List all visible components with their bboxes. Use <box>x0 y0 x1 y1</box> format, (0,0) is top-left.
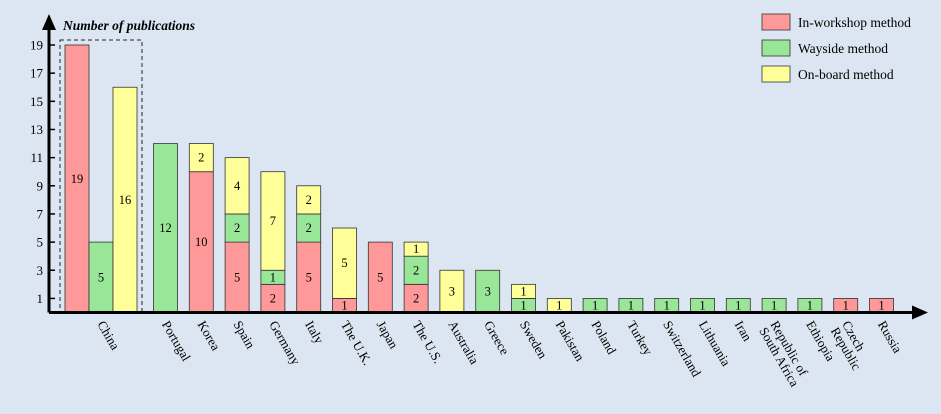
data-label-republic-of-south-africa-wayside-method: 1 <box>771 298 777 312</box>
data-label-spain-wayside-method: 2 <box>234 221 240 235</box>
bar-segment-the-u-s-wayside-method <box>403 255 429 285</box>
data-label-spain-in-workshop-method: 5 <box>234 270 240 284</box>
legend-swatch-wayside-method <box>761 39 791 57</box>
y-axis-arrow <box>42 14 56 30</box>
data-label-italy-wayside-method: 2 <box>306 221 312 235</box>
bar-segment-korea-on-board-method <box>188 143 214 173</box>
y-tick-label-1: 1 <box>37 291 44 306</box>
data-label-korea-on-board-method: 2 <box>198 151 204 165</box>
data-label-ethiopia-wayside-method: 1 <box>807 298 813 312</box>
bar-segment-the-u-s-in-workshop-method <box>403 283 429 313</box>
bar-segment-germany-on-board-method <box>260 171 286 271</box>
bar-segment-italy-wayside-method <box>296 213 322 243</box>
bar-china-in-workshop-method <box>64 44 90 313</box>
data-label-turkey-wayside-method: 1 <box>628 298 634 312</box>
bar-segment-korea-in-workshop-method <box>188 171 214 313</box>
data-label-germany-wayside-method: 1 <box>270 270 276 284</box>
data-label-iran-wayside-method: 1 <box>735 298 741 312</box>
data-label-the-u-s-on-board-method: 1 <box>413 242 419 256</box>
bar-segment-italy-on-board-method <box>296 185 322 215</box>
y-tick-label-7: 7 <box>37 206 44 221</box>
x-axis-arrow <box>912 305 928 320</box>
bar-segment-portugal-wayside-method <box>153 143 178 313</box>
data-label-poland-wayside-method: 1 <box>592 298 598 312</box>
data-label-australia-on-board-method: 3 <box>449 284 455 298</box>
data-label-russia-in-workshop-method: 1 <box>878 298 884 312</box>
y-tick-label-3: 3 <box>37 263 44 278</box>
bar-segment-the-u-k-on-board-method <box>332 227 357 299</box>
data-label-switzerland-wayside-method: 1 <box>664 298 670 312</box>
data-label-czech-republic-in-workshop-method: 1 <box>843 298 849 312</box>
data-label-lithuania-wayside-method: 1 <box>699 298 705 312</box>
legend-label-on-board-method: On-board method <box>798 67 894 82</box>
data-label-portugal-wayside-method: 12 <box>159 221 172 235</box>
data-label-germany-on-board-method: 7 <box>270 214 276 228</box>
bar-segment-spain-on-board-method <box>224 157 250 215</box>
bar-segment-japan-in-workshop-method <box>367 241 393 313</box>
legend-swatch-in-workshop-method <box>761 13 791 31</box>
data-label-korea-in-workshop-method: 10 <box>195 235 208 249</box>
bar-segment-greece-wayside-method <box>475 269 501 313</box>
y-tick-label-15: 15 <box>30 94 43 109</box>
y-tick-label-19: 19 <box>30 38 43 53</box>
data-label-pakistan-on-board-method: 1 <box>556 298 562 312</box>
data-label-the-u-k-in-workshop-method: 1 <box>341 298 347 312</box>
y-tick-label-9: 9 <box>37 178 44 193</box>
bar-china-wayside-method <box>88 241 114 313</box>
data-label-germany-in-workshop-method: 2 <box>270 291 276 305</box>
y-axis-label: Number of publications <box>62 18 195 33</box>
bar-segment-italy-in-workshop-method <box>296 241 322 313</box>
data-label-the-u-s-in-workshop-method: 2 <box>413 291 419 305</box>
y-tick-label-11: 11 <box>30 150 43 165</box>
data-label-italy-in-workshop-method: 5 <box>306 270 312 284</box>
legend-swatch-on-board-method <box>761 65 791 83</box>
legend-label-wayside-method: Wayside method <box>798 41 888 56</box>
data-label-china-on-board-method: 16 <box>119 193 132 207</box>
data-label-china-in-workshop-method: 19 <box>71 172 84 186</box>
data-label-china-wayside-method: 5 <box>98 270 104 284</box>
bar-china-on-board-method <box>112 86 138 313</box>
data-label-sweden-wayside-method: 1 <box>520 298 526 312</box>
data-label-japan-in-workshop-method: 5 <box>377 270 383 284</box>
bar-segment-the-u-s-on-board-method <box>403 241 429 257</box>
data-label-spain-on-board-method: 4 <box>234 179 241 193</box>
bar-segment-sweden-on-board-method <box>511 283 536 299</box>
y-tick-label-13: 13 <box>30 122 43 137</box>
y-tick-label-5: 5 <box>37 235 44 250</box>
data-label-the-u-k-on-board-method: 5 <box>341 256 347 270</box>
data-label-italy-on-board-method: 2 <box>306 193 312 207</box>
data-label-greece-wayside-method: 3 <box>485 284 491 298</box>
data-label-sweden-on-board-method: 1 <box>520 284 526 298</box>
y-tick-label-17: 17 <box>30 66 44 81</box>
data-label-the-u-s-wayside-method: 2 <box>413 263 419 277</box>
legend-label-in-workshop-method: In-workshop method <box>798 15 911 30</box>
